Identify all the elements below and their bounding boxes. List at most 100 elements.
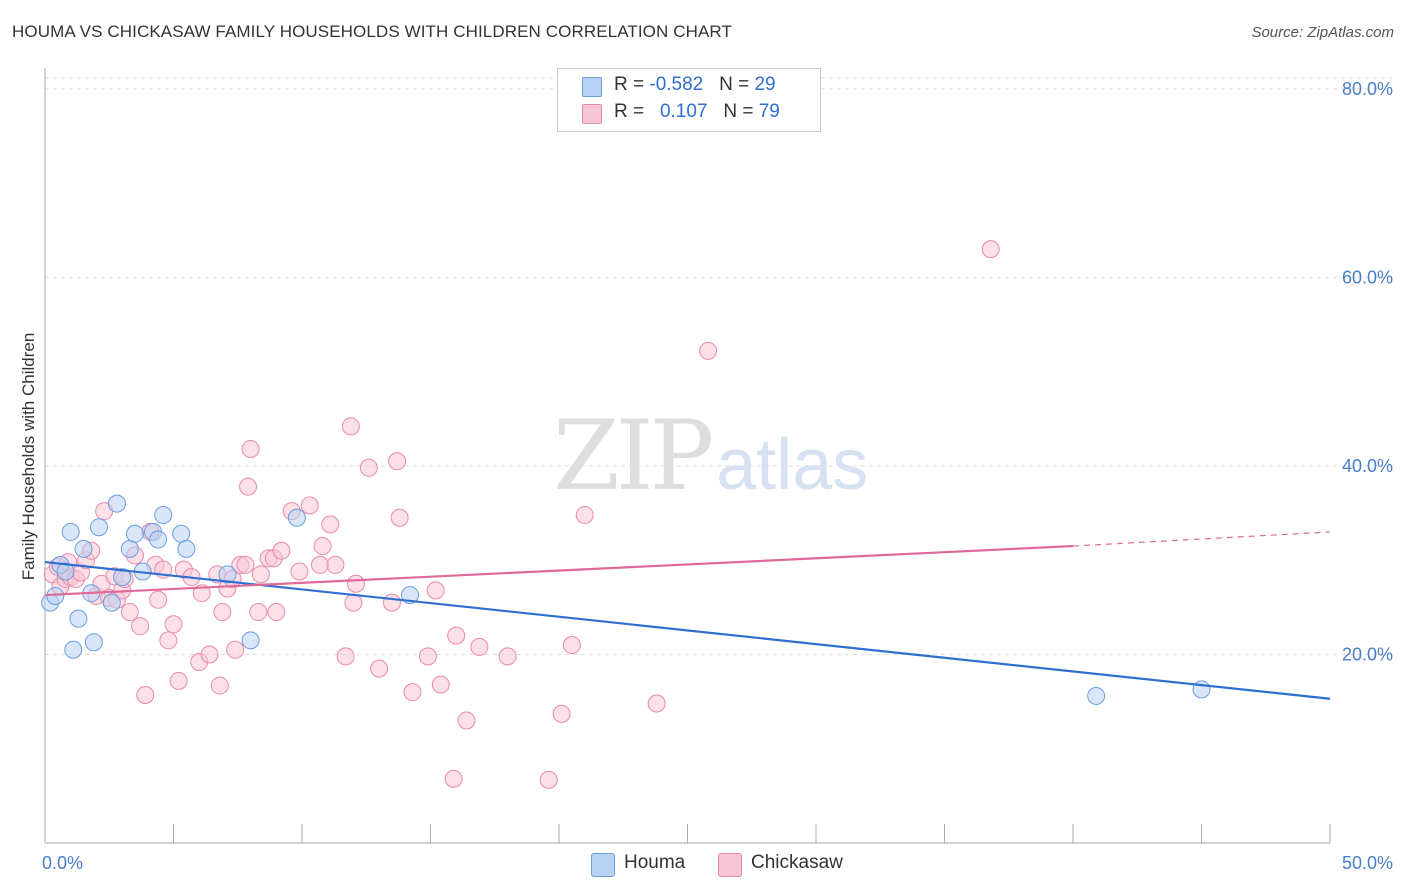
houma-point (218, 565, 237, 584)
y-tick-labels: 20.0% 40.0% 60.0% 80.0% (1342, 79, 1393, 665)
houma-point (113, 568, 132, 587)
axes (44, 68, 1331, 844)
chickasaw-point (169, 671, 188, 690)
chickasaw-r-value: 0.107 (659, 101, 708, 122)
houma-point (149, 530, 168, 549)
houma-point (46, 587, 65, 606)
chickasaw-point (341, 417, 360, 436)
chickasaw-point (699, 341, 718, 360)
houma-point (107, 494, 126, 513)
chickasaw-point (251, 565, 270, 584)
houma-point (172, 524, 191, 543)
houma-point (241, 631, 260, 650)
chickasaw-legend-label: Chickasaw (751, 852, 843, 873)
chickasaw-point (418, 647, 437, 666)
houma-point (177, 539, 196, 558)
chickasaw-point (192, 584, 211, 603)
houma-legend-swatch (591, 853, 615, 877)
trend-lines (44, 531, 1331, 700)
x-tick-label: 50.0% (1342, 853, 1393, 873)
legend-row-houma: R = -0.582 N = 29 (582, 74, 776, 100)
houma-point (125, 524, 144, 543)
chickasaw-point (382, 593, 401, 612)
chickasaw-point (136, 685, 155, 704)
chart-title: HOUMA VS CHICKASAW FAMILY HOUSEHOLDS WIT… (12, 22, 732, 41)
chickasaw-point (498, 647, 517, 666)
chickasaw-point (131, 617, 150, 636)
houma-r-value: -0.582 (649, 74, 704, 95)
chickasaw-point (210, 676, 229, 695)
houma-point (61, 522, 80, 541)
chickasaw-point (981, 240, 1000, 259)
chickasaw-point (310, 555, 329, 574)
houma-swatch (582, 77, 602, 97)
chickasaw-point (359, 458, 378, 477)
chickasaw-point (575, 505, 594, 524)
chickasaw-r-label: R = (614, 101, 650, 122)
chickasaw-point (444, 769, 463, 788)
chickasaw-point (344, 593, 363, 612)
chickasaw-n-value: 79 (758, 101, 780, 122)
houma-point (287, 508, 306, 527)
y-axis-label: Family Households with Children (19, 333, 38, 581)
houma-point (89, 518, 108, 537)
chickasaw-n-label: N = (723, 101, 759, 122)
chickasaw-point (539, 770, 558, 789)
houma-point (400, 586, 419, 605)
chickasaw-point (300, 496, 319, 515)
chickasaw-point (241, 439, 260, 458)
chickasaw-point (390, 508, 409, 527)
chickasaw-point (431, 675, 450, 694)
stats-legend: R = -0.582 N = 29 R = 0.107 N = 79 (557, 68, 821, 132)
chickasaw-trend-extension (1072, 531, 1331, 547)
y-tick-label: 20.0% (1342, 644, 1393, 664)
houma-point (154, 505, 173, 524)
chickasaw-point (370, 659, 389, 678)
x-tick-label: 0.0% (42, 853, 83, 873)
chickasaw-point (120, 603, 139, 622)
chickasaw-point (159, 631, 178, 650)
chickasaw-point (239, 477, 258, 496)
chickasaw-point (336, 647, 355, 666)
chickasaw-trend-line (44, 544, 1074, 597)
chickasaw-point (647, 694, 666, 713)
y-tick-label: 40.0% (1342, 456, 1393, 476)
chickasaw-point (562, 636, 581, 655)
chickasaw-point (447, 626, 466, 645)
chickasaw-point (457, 711, 476, 730)
legend-row-chickasaw: R = 0.107 N = 79 (582, 101, 780, 127)
chickasaw-point (267, 603, 286, 622)
houma-point (1087, 686, 1106, 705)
chickasaw-point (388, 452, 407, 471)
chickasaw-point (149, 590, 168, 609)
houma-point (69, 609, 88, 628)
chickasaw-point (346, 574, 365, 593)
chickasaw-point (313, 537, 332, 556)
x-tick-labels: 0.0% 50.0% (42, 853, 1393, 873)
chickasaw-legend-swatch (718, 853, 742, 877)
houma-point (64, 640, 83, 659)
houma-legend-label: Houma (624, 852, 686, 873)
chickasaw-point (426, 581, 445, 600)
chickasaw-point (249, 603, 268, 622)
chickasaw-point (226, 640, 245, 659)
houma-point (84, 633, 103, 652)
source-label: Source: ZipAtlas.com (1251, 24, 1394, 41)
houma-point (74, 539, 93, 558)
chickasaw-point (200, 645, 219, 664)
chickasaw-point (272, 541, 291, 560)
chickasaw-point (321, 515, 340, 534)
chickasaw-point (236, 555, 255, 574)
chickasaw-point (164, 615, 183, 634)
houma-n-label: N = (719, 74, 755, 95)
chickasaw-point (403, 683, 422, 702)
y-tick-label: 60.0% (1342, 267, 1393, 287)
chickasaw-points (43, 240, 1000, 789)
chickasaw-point (213, 603, 232, 622)
houma-point (102, 593, 121, 612)
houma-trend-line (44, 560, 1331, 700)
y-tick-label: 80.0% (1342, 79, 1393, 99)
houma-point (120, 539, 139, 558)
houma-n-value: 29 (754, 74, 776, 95)
